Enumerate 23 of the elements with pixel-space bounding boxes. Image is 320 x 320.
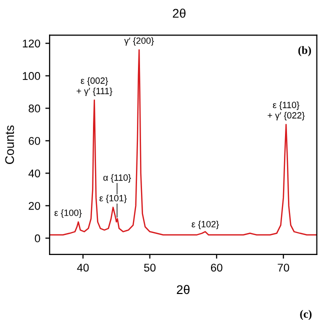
text: 2θ bbox=[172, 8, 186, 18]
x-axis-title: 2θ bbox=[176, 284, 190, 294]
y-tick-label: 0 bbox=[34, 234, 40, 242]
x-tick-label: 70 bbox=[278, 264, 290, 272]
annotation: ε {100} bbox=[54, 209, 82, 218]
annotation: ε {110} + γ′ {022} bbox=[268, 102, 305, 120]
annotation: (b) bbox=[298, 46, 311, 56]
text: (c) bbox=[300, 310, 312, 320]
y-tick-label: 120 bbox=[22, 40, 40, 48]
x-tick-label: 50 bbox=[144, 264, 156, 272]
annotation: ε {101} bbox=[100, 194, 127, 204]
x-tick-label: 60 bbox=[210, 264, 222, 272]
y-tick-label: 80 bbox=[28, 104, 40, 112]
annotation: α {110} bbox=[103, 174, 131, 183]
y-axis-title: Counts bbox=[5, 125, 14, 164]
y-tick-label: 100 bbox=[22, 72, 40, 80]
annotation: ε {002} + γ′ {111} bbox=[76, 77, 112, 96]
annotation: ε {102} bbox=[192, 220, 219, 230]
y-tick-label: 60 bbox=[28, 137, 40, 145]
y-tick-label: 20 bbox=[28, 202, 40, 210]
annotation: γ′ {200} bbox=[124, 37, 154, 46]
y-tick-label: 40 bbox=[28, 169, 40, 178]
x-tick-label: 40 bbox=[77, 264, 89, 272]
